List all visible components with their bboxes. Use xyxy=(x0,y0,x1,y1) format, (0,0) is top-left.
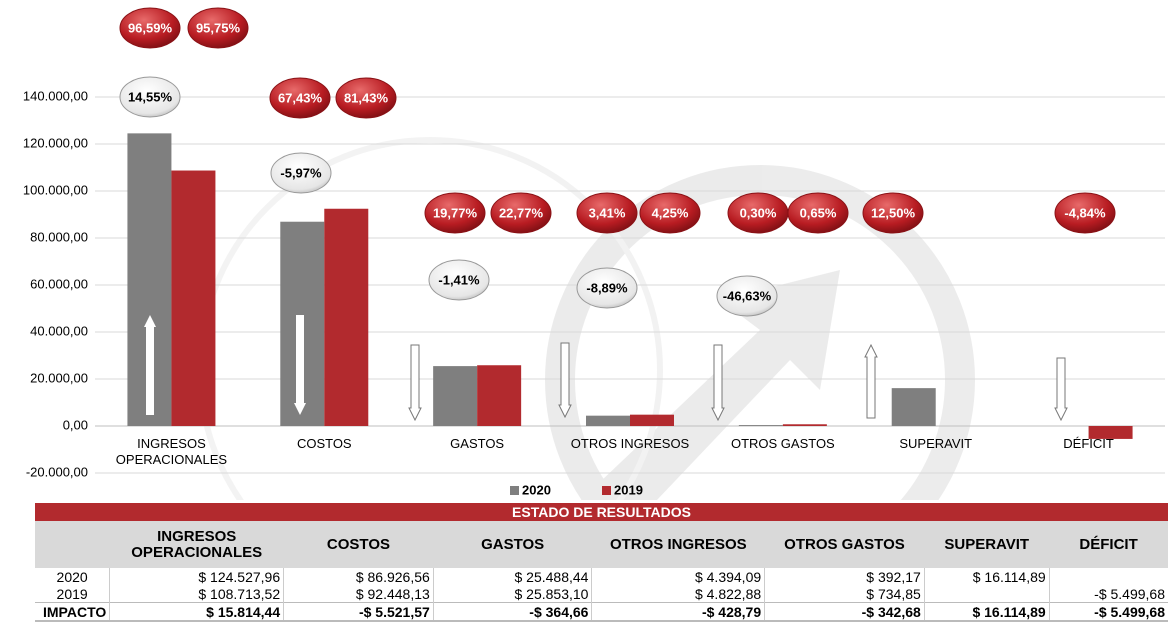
table-cell: $ 124.527,96 xyxy=(110,568,284,585)
bubble-label: -8,89% xyxy=(586,280,628,295)
x-tick-label: OTROS GASTOS xyxy=(713,436,853,452)
arrow xyxy=(712,345,724,420)
column-header: SUPERAVIT xyxy=(924,521,1049,568)
table-cell: $ 16.114,89 xyxy=(924,603,1049,622)
bar xyxy=(586,416,630,426)
x-tick-label: COSTOS xyxy=(254,436,394,452)
legend-swatch xyxy=(510,486,519,495)
arrow xyxy=(1055,358,1067,420)
bubble-label: -4,84% xyxy=(1064,205,1106,220)
table-cell xyxy=(1049,568,1168,585)
legend-label: 2019 xyxy=(614,482,643,497)
table-cell: -$ 428,79 xyxy=(592,603,765,622)
bubble-label: 95,75% xyxy=(196,20,241,35)
bubble-label: 4,25% xyxy=(652,205,689,220)
y-tick-label: 60.000,00 xyxy=(30,276,88,291)
bubble-label: -1,41% xyxy=(438,272,480,287)
table-cell: IMPACTO xyxy=(35,603,110,622)
bubble-label: 67,43% xyxy=(278,90,323,105)
bubble-label: 19,77% xyxy=(433,205,478,220)
bar xyxy=(433,366,477,426)
bar xyxy=(783,424,827,426)
bubble-label: 0,65% xyxy=(800,205,837,220)
table-cell: -$ 364,66 xyxy=(433,603,592,622)
bar xyxy=(324,209,368,426)
corner xyxy=(35,521,110,568)
table-row: 2019$ 108.713,52$ 92.448,13$ 25.853,10$ … xyxy=(35,585,1168,603)
x-tick-label: DÉFICIT xyxy=(1019,436,1159,452)
bubble-label: 22,77% xyxy=(499,205,544,220)
table-row: 2020$ 124.527,96$ 86.926,56$ 25.488,44$ … xyxy=(35,568,1168,585)
bubble-label: 14,55% xyxy=(128,89,173,104)
table-title: ESTADO DE RESULTADOS xyxy=(35,503,1168,521)
table-cell: -$ 5.499,68 xyxy=(1049,585,1168,603)
y-tick-label: 140.000,00 xyxy=(23,88,88,103)
page: -20.000,00 0,00 20.000,00 40.000,00 60.000,0… xyxy=(0,0,1171,626)
x-tick-label: INGRESOS OPERACIONALES xyxy=(101,436,241,468)
bar xyxy=(171,171,215,426)
column-header: INGRESOS OPERACIONALES xyxy=(110,521,284,568)
bubble-label: 96,59% xyxy=(128,20,173,35)
table-cell: 2019 xyxy=(35,585,110,603)
column-header: OTROS INGRESOS xyxy=(592,521,765,568)
bubble-label: 12,50% xyxy=(871,205,916,220)
y-tick-label: -20.000,00 xyxy=(26,464,88,479)
table-cell xyxy=(924,585,1049,603)
chart: -20.000,00 0,00 20.000,00 40.000,00 60.000,0… xyxy=(0,0,1171,500)
table-cell: $ 25.488,44 xyxy=(433,568,592,585)
table-cell: -$ 342,68 xyxy=(765,603,925,622)
bubble-label: 0,30% xyxy=(740,205,777,220)
y-tick-label: 0,00 xyxy=(63,417,88,432)
bubble-label: 3,41% xyxy=(589,205,626,220)
y-tick-label: 20.000,00 xyxy=(30,370,88,385)
arrow xyxy=(409,345,421,420)
column-header: GASTOS xyxy=(433,521,592,568)
arrow xyxy=(559,343,571,417)
table-cell: $ 108.713,52 xyxy=(110,585,284,603)
y-tick-label: 120.000,00 xyxy=(23,135,88,150)
table-cell: $ 86.926,56 xyxy=(284,568,434,585)
bubble-label: -5,97% xyxy=(280,165,322,180)
y-tick-label: 100.000,00 xyxy=(23,182,88,197)
table-cell: $ 25.853,10 xyxy=(433,585,592,603)
column-header: DÉFICIT xyxy=(1049,521,1168,568)
table-row: IMPACTO$ 15.814,44-$ 5.521,57-$ 364,66-$… xyxy=(35,603,1168,622)
table-cell: $ 392,17 xyxy=(765,568,925,585)
bar xyxy=(739,425,783,426)
x-tick-label: OTROS INGRESOS xyxy=(560,436,700,452)
bar xyxy=(477,365,521,426)
table-cell: -$ 5.499,68 xyxy=(1049,603,1168,622)
results-table: ESTADO DE RESULTADOS INGRESOS OPERACIONA… xyxy=(35,503,1168,622)
bubble-label: -46,63% xyxy=(723,288,772,303)
legend-swatch xyxy=(602,486,611,495)
arrow xyxy=(865,345,877,418)
table-cell: 2020 xyxy=(35,568,110,585)
bar xyxy=(630,415,674,426)
table-cell: $ 15.814,44 xyxy=(110,603,284,622)
x-tick-label: GASTOS xyxy=(407,436,547,452)
column-header: COSTOS xyxy=(284,521,434,568)
bubble-label: 81,43% xyxy=(344,90,389,105)
table-cell: -$ 5.521,57 xyxy=(284,603,434,622)
y-tick-label: 40.000,00 xyxy=(30,323,88,338)
table-cell: $ 16.114,89 xyxy=(924,568,1049,585)
table-cell: $ 92.448,13 xyxy=(284,585,434,603)
table-cell: $ 734,85 xyxy=(765,585,925,603)
column-header: OTROS GASTOS xyxy=(765,521,925,568)
x-tick-label: SUPERAVIT xyxy=(866,436,1006,452)
legend-label: 2020 xyxy=(522,482,551,497)
table-cell: $ 4.394,09 xyxy=(592,568,765,585)
bar xyxy=(892,388,936,426)
y-tick-label: 80.000,00 xyxy=(30,229,88,244)
table-cell: $ 4.822,88 xyxy=(592,585,765,603)
